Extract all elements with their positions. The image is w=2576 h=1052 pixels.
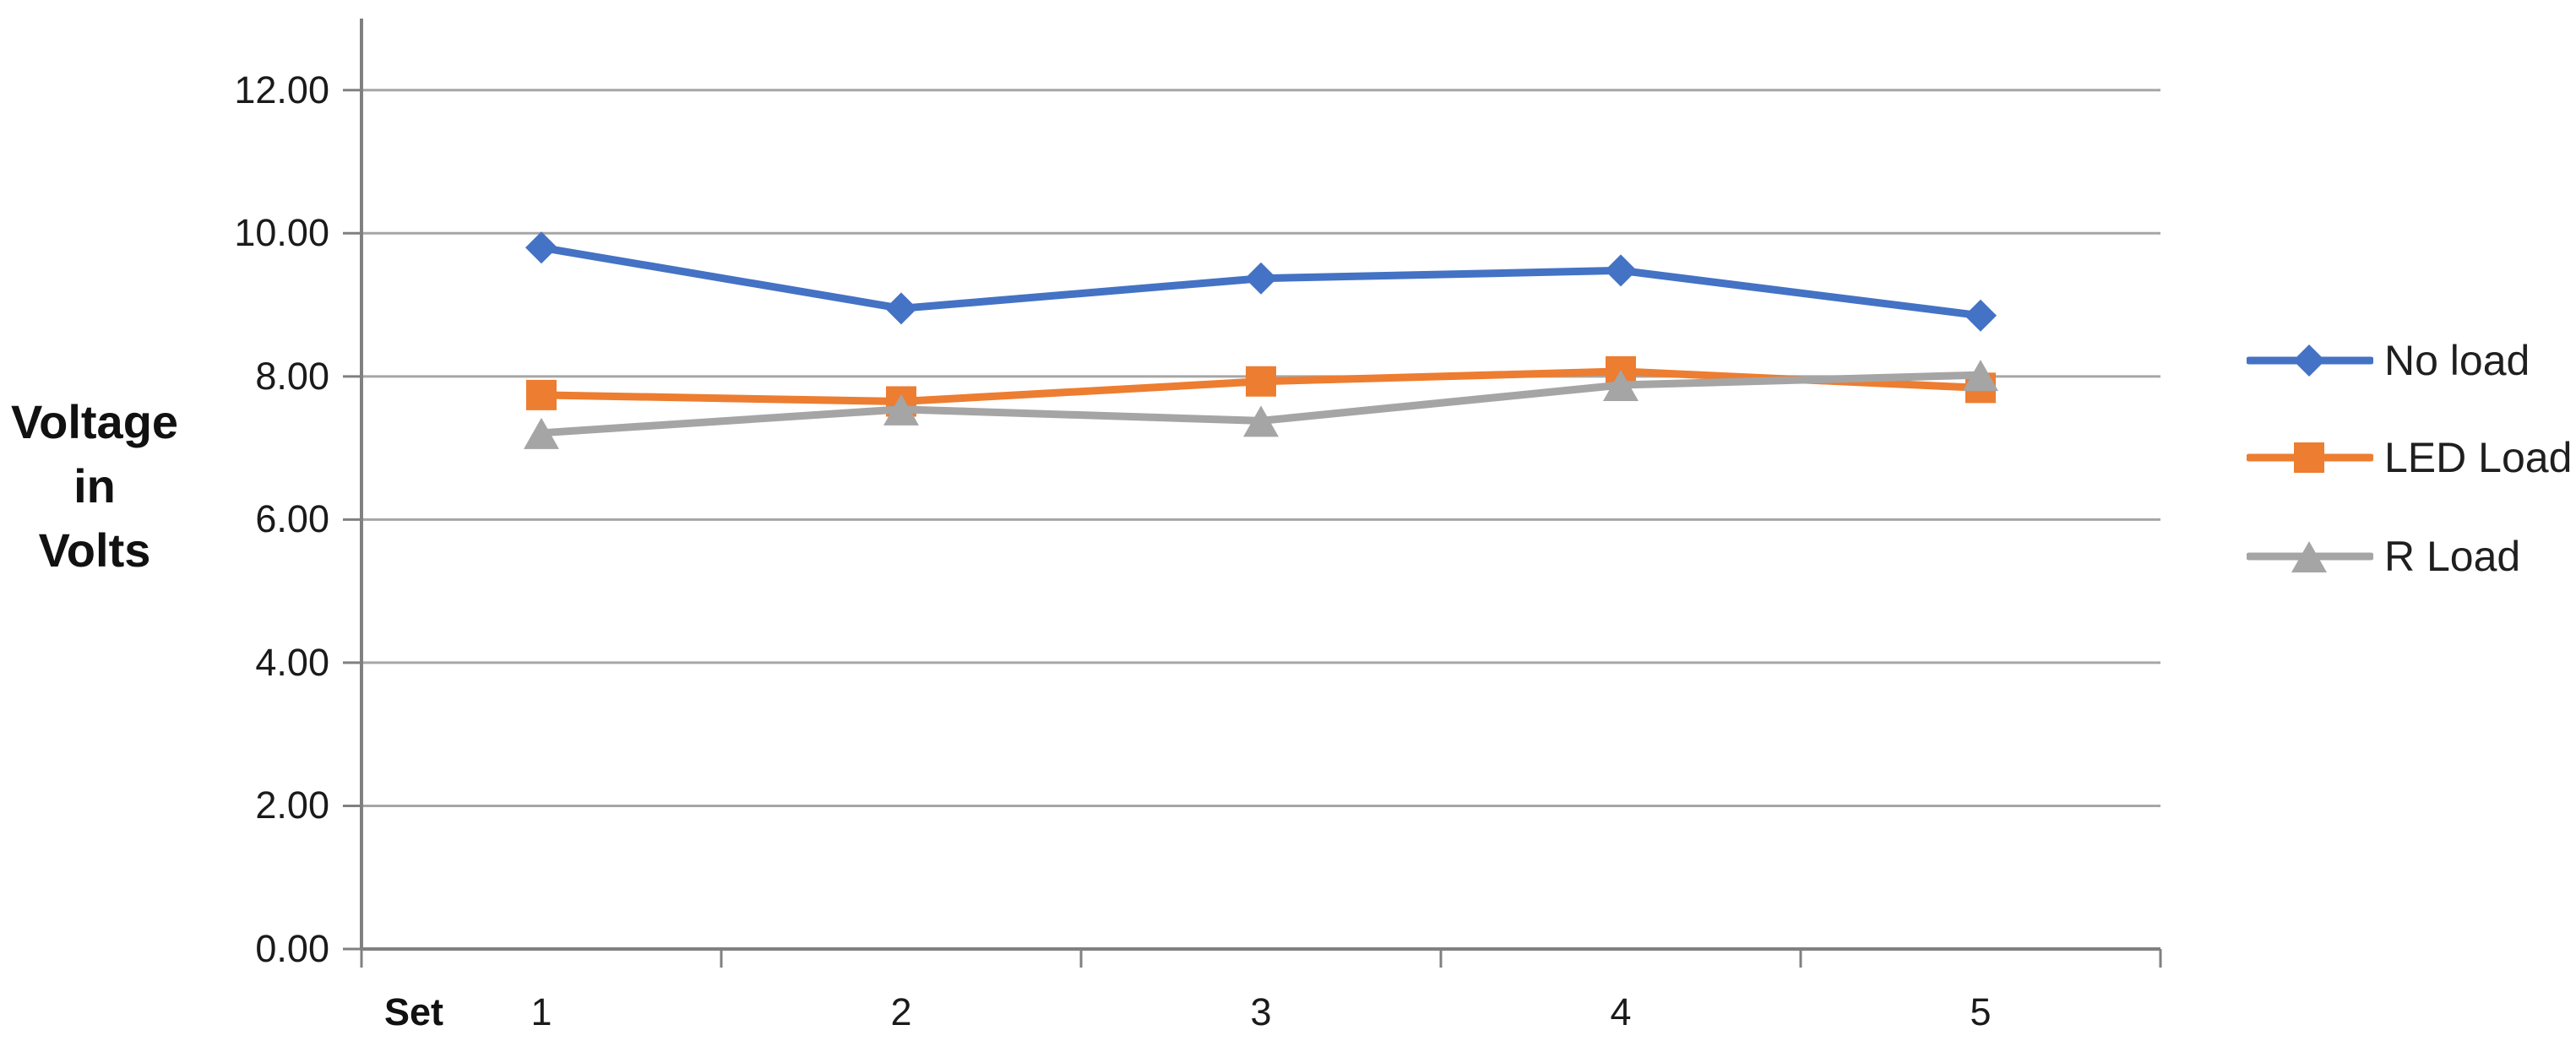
series-marker-triangle: [1963, 360, 1998, 392]
legend-marker: [2294, 442, 2324, 473]
legend-item-no-load: No load: [2247, 331, 2530, 390]
y-tick-label: 8.00: [255, 354, 329, 398]
y-tick-label: 0.00: [255, 927, 329, 970]
y-tick-label: 10.00: [234, 211, 329, 255]
series-marker-diamond: [885, 292, 917, 325]
legend-label: No load: [2384, 337, 2530, 384]
series-marker-diamond: [1605, 254, 1637, 287]
legend-marker: [2293, 344, 2325, 377]
y-axis-title-line: Volts: [38, 523, 151, 577]
y-tick-label: 2.00: [255, 784, 329, 827]
series-marker-square: [1246, 366, 1276, 397]
y-axis-title-line: in: [73, 459, 116, 512]
y-tick-label: 12.00: [234, 68, 329, 111]
legend-label: R Load: [2384, 533, 2521, 580]
x-tick-label: 3: [1250, 990, 1272, 1033]
legend-item-led-load: LED Load: [2247, 428, 2572, 487]
legend-marker: [2291, 541, 2327, 572]
x-tick-label: 2: [890, 990, 912, 1033]
legend-marker-triangle-icon: [2247, 541, 2373, 572]
legend-marker-diamond-icon: [2247, 344, 2373, 377]
series-marker-triangle: [1243, 405, 1279, 437]
series-marker-diamond: [1965, 299, 1997, 332]
series-marker-triangle: [1603, 370, 1639, 402]
legend-label: LED Load: [2384, 434, 2573, 481]
series-marker-diamond: [1245, 262, 1277, 295]
series-marker-triangle: [883, 393, 919, 426]
legend-item-r-load: R Load: [2247, 527, 2520, 586]
series-marker-diamond: [525, 231, 557, 264]
x-tick-label: 1: [530, 990, 552, 1033]
y-tick-label: 4.00: [255, 640, 329, 684]
x-axis-prefix-label: Set: [383, 990, 444, 1033]
legend-marker-square-icon: [2247, 442, 2373, 473]
y-axis-title-line: Voltage: [10, 395, 179, 448]
y-axis-title: Voltage in Volts: [0, 390, 189, 583]
series-marker-square: [526, 379, 557, 410]
y-tick-label: 6.00: [255, 497, 329, 541]
series-marker-triangle: [524, 417, 559, 449]
x-tick-label: 5: [1970, 990, 1992, 1033]
x-tick-label: 4: [1610, 990, 1632, 1033]
